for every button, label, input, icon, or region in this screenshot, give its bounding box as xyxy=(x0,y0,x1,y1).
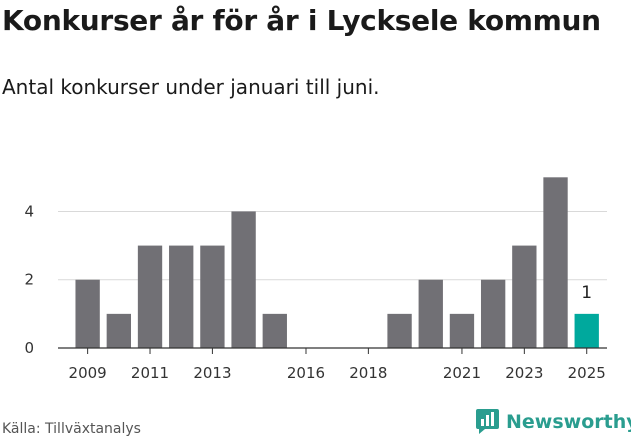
brand-name: Newsworthy xyxy=(506,410,631,433)
bar-2015 xyxy=(262,313,287,348)
x-tick-label: 2025 xyxy=(568,364,606,382)
bar-chart: 0 2 4 2009 2011 2013 2016 2018 2021 2023 2025 1 xyxy=(24,177,607,382)
bar-2011 xyxy=(137,245,163,348)
bar-2025 xyxy=(574,313,599,348)
bar-2012 xyxy=(169,245,194,348)
bar-2019 xyxy=(387,313,412,348)
x-tick-label: 2009 xyxy=(69,364,107,382)
y-tick-label: 4 xyxy=(24,202,34,220)
bar-2023 xyxy=(512,245,537,348)
y-tick-label: 0 xyxy=(24,339,34,357)
chart-subtitle: Antal konkurser under januari till juni. xyxy=(2,75,380,99)
y-tick-label: 2 xyxy=(24,271,34,289)
x-tick-label: 2016 xyxy=(287,364,325,382)
axes xyxy=(58,347,607,354)
brand-logo: Newsworthy xyxy=(475,408,631,435)
x-tick-label: 2013 xyxy=(193,364,231,382)
x-tick-label: 2018 xyxy=(349,364,387,382)
bar-2020 xyxy=(418,279,443,348)
bar-2024 xyxy=(543,177,568,348)
bar-2022 xyxy=(480,279,506,348)
bar-2009 xyxy=(75,279,100,348)
labels: 0 2 4 2009 2011 2013 2016 2018 2021 2023 2025 1 xyxy=(24,202,605,382)
source-note: Källa: Tillväxtanalys xyxy=(2,421,141,437)
chart-title: Konkurser år för år i Lycksele kommun xyxy=(2,4,601,37)
bar-2021 xyxy=(449,313,475,348)
data-label-2025: 1 xyxy=(581,283,592,303)
bars xyxy=(75,177,599,348)
x-tick-label: 2011 xyxy=(131,364,169,382)
newsworthy-logo-icon xyxy=(476,409,499,434)
bar-2010 xyxy=(106,313,131,348)
x-tick-label: 2021 xyxy=(443,364,481,382)
bar-2013 xyxy=(200,245,225,348)
x-tick-label: 2023 xyxy=(505,364,543,382)
bar-2014 xyxy=(231,211,256,348)
